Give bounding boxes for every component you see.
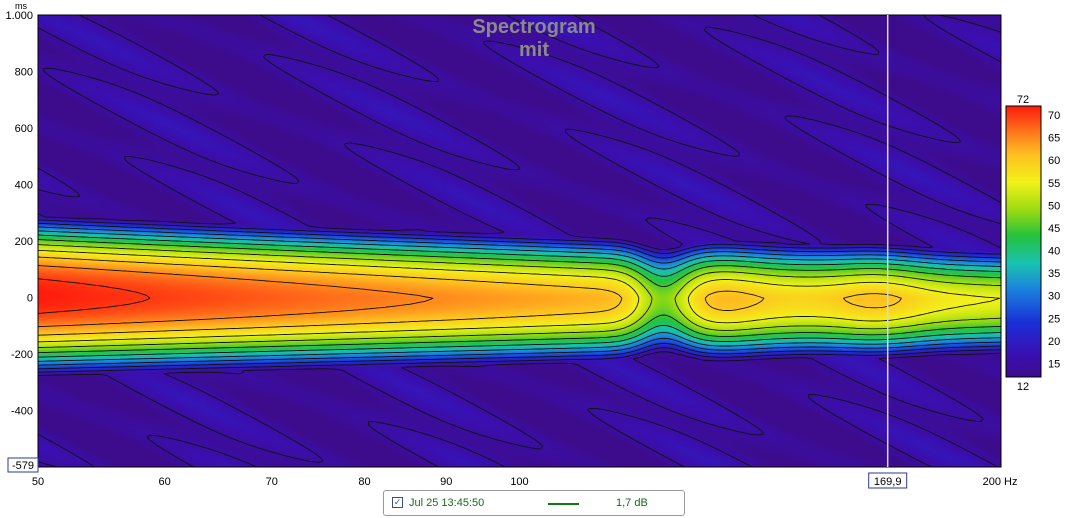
measurement-checkbox[interactable]: ✓ [392,497,403,508]
colorbar-tick-label: 70 [1048,110,1060,122]
contour-line [38,219,1001,373]
x-tick-label: 200 [983,476,1001,488]
colorbar-tick-label: 25 [1048,313,1060,325]
colorbar-max-label: 72 [1017,94,1029,106]
y-tick-label: 800 [15,67,33,79]
colorbar-tick-label: 20 [1048,336,1060,348]
y-tick-label: -400 [11,406,33,418]
x-tick-label: 90 [440,476,452,488]
contour-line [38,265,434,328]
y-cursor-readout-text: -579 [12,460,34,472]
chart-title: Spectrogram [472,16,595,38]
contour-line [38,249,1000,343]
plot-frame [37,14,1002,468]
colorbar-tick-label: 55 [1048,178,1060,190]
colorbar-tick-label: 30 [1048,291,1060,303]
y-tick-label: -200 [11,349,33,361]
x-tick-label: 80 [358,476,370,488]
colorbar-tick-label: 65 [1048,133,1060,145]
contour-line [38,234,1001,358]
contour-line [38,222,1001,370]
colorbar [1005,105,1042,378]
y-tick-label: 400 [15,180,33,192]
x-axis: 50 60 70 80 90 100 200 [32,476,1001,488]
spectrogram-heatmap [38,15,1001,467]
contour-line [38,244,1001,349]
measurement-name: Jul 25 13:45:50 [409,497,485,509]
contour-line [38,278,151,314]
contour-line [38,239,1001,354]
x-tick-label: 50 [32,476,44,488]
colorbar-tick-label: 35 [1048,268,1060,280]
contour-line [38,256,902,336]
colorbar-tick-label: 50 [1048,200,1060,212]
y-tick-label: 600 [15,123,33,135]
legend-line-swatch [548,503,579,505]
y-tick-label: 1.000 [5,10,33,22]
colorbar-ticks: 70 65 60 55 50 45 40 35 30 25 20 15 [1048,110,1060,370]
cursor-readout[interactable]: 169,9 [868,472,908,489]
x-tick-label: 60 [159,476,171,488]
y-tick-label: 200 [15,236,33,248]
chart-subtitle: mit [519,39,549,61]
x-unit-label: Hz [1004,476,1017,488]
x-tick-label: 100 [510,476,528,488]
y-tick-label: 0 [27,293,33,305]
contour-line [38,230,1001,362]
colorbar-tick-label: 40 [1048,246,1060,258]
measurement-legend[interactable]: ✓ Jul 25 13:45:50 1,7 dB [383,490,685,516]
colorbar-min-label: 12 [1017,381,1029,393]
y-unit-label: ms [15,1,27,11]
y-cursor-readout[interactable]: -579 [7,457,39,473]
contour-line [38,226,1001,366]
smoothing-value: 1,7 dB [616,497,648,509]
colorbar-tick-label: 45 [1048,223,1060,235]
cursor-readout-text: 169,9 [874,476,902,488]
colorbar-tick-label: 60 [1048,155,1060,167]
x-tick-label: 70 [266,476,278,488]
colorbar-tick-label: 15 [1048,358,1060,370]
contour-lines [38,15,1001,467]
